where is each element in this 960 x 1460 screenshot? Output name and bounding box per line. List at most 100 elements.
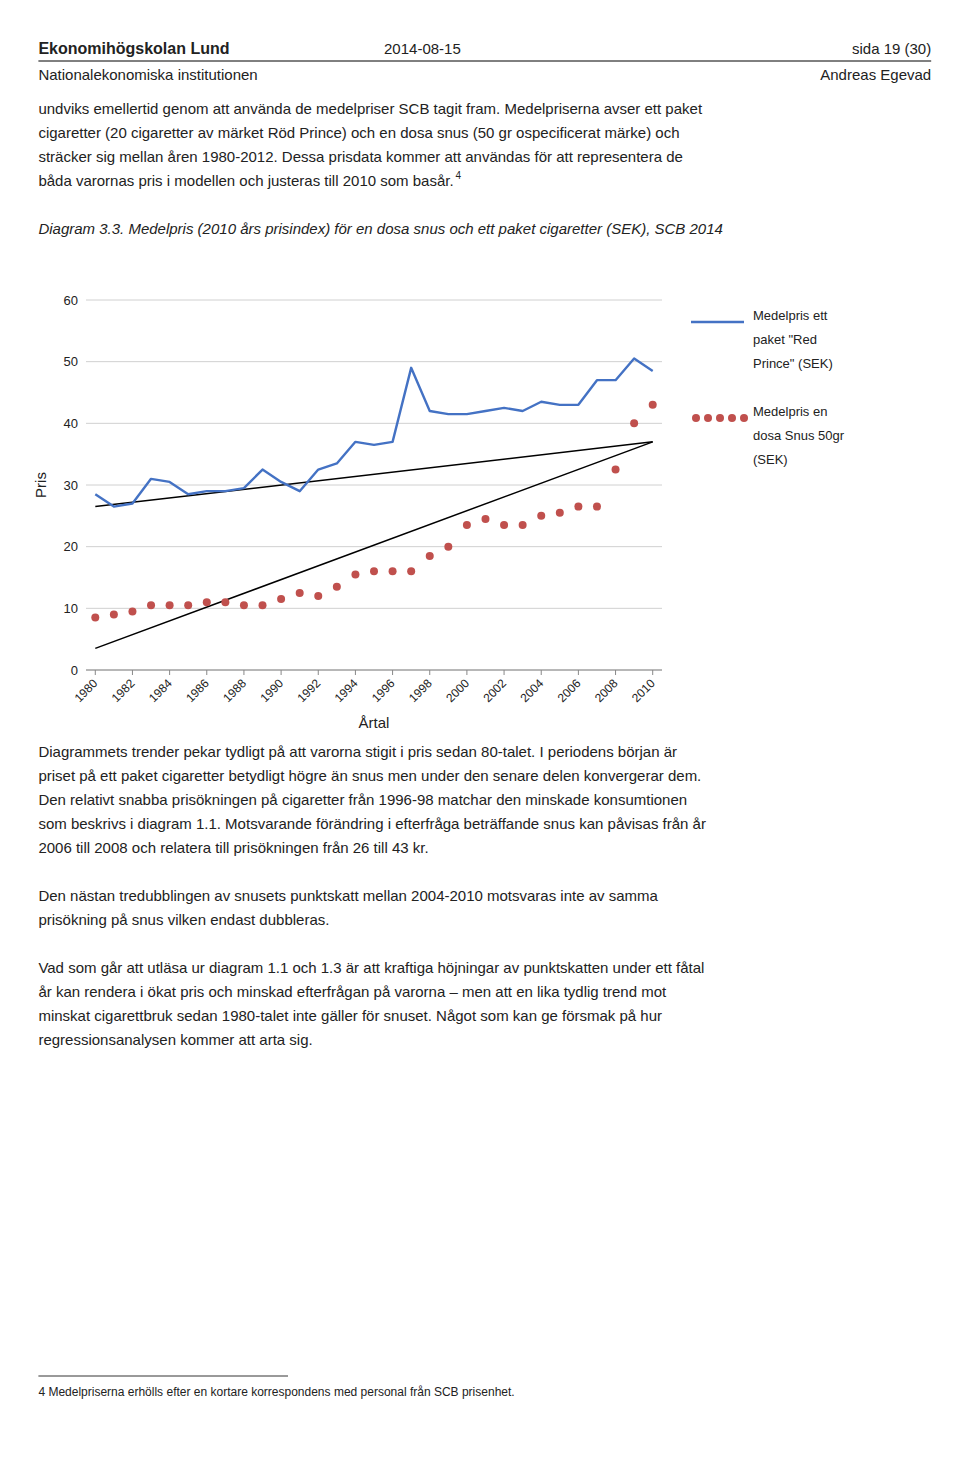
x-tick-label: 2004 (518, 676, 547, 705)
header-left: Ekonomihögskolan Lund (38, 40, 229, 57)
series-point (314, 592, 322, 600)
legend-label: Medelpris ettpaket "RedPrince" (SEK) (753, 308, 833, 371)
y-tick-label: 30 (64, 478, 78, 493)
legend-swatch (740, 414, 748, 422)
x-axis-line (86, 670, 662, 671)
trend-line (95, 442, 652, 649)
x-tick (281, 670, 282, 675)
footnote-rule (38, 1376, 288, 1377)
series-point (612, 466, 620, 474)
x-tick-label: 1994 (332, 676, 361, 705)
body-text: priset på ett paket cigaretter betydligt… (38, 767, 701, 784)
series-point (389, 567, 397, 575)
x-tick (169, 670, 170, 675)
legend-label-line: dosa Snus 50gr (753, 428, 845, 443)
series-point (593, 503, 601, 511)
body-text: regressionsanalysen kommer att arta sig. (38, 1031, 312, 1048)
x-tick-label: 1990 (257, 676, 286, 705)
page: Ekonomihögskolan Lund 2014-08-15 sida 19 (… (0, 0, 960, 1460)
series-point (259, 601, 267, 609)
header-rule (38, 61, 931, 62)
x-tick-label: 1988 (220, 676, 249, 705)
series-point (556, 509, 564, 517)
series-point (147, 601, 155, 609)
footnote-reference: 4 (456, 170, 462, 181)
legend-swatch (728, 414, 736, 422)
series-point (277, 595, 285, 603)
series-point (407, 567, 415, 575)
x-tick (541, 670, 542, 675)
series-point (203, 598, 211, 606)
x-tick (392, 670, 393, 675)
y-tick-label: 40 (64, 416, 78, 431)
x-tick-label: 1980 (72, 676, 101, 705)
legend: Medelpris ettpaket "RedPrince" (SEK)Mede… (691, 308, 845, 467)
x-tick (652, 670, 653, 675)
y-tick-label: 0 (71, 663, 78, 678)
x-tick-label: 1984 (146, 676, 175, 705)
x-tick-label: 1992 (295, 676, 324, 705)
x-tick (615, 670, 616, 675)
y-tick-label: 50 (64, 354, 78, 369)
x-tick-label: 2008 (592, 676, 621, 705)
series-line (95, 359, 652, 507)
grid-line (86, 670, 662, 671)
chart-title: Diagram 3.3. Medelpris (2010 års prisind… (38, 220, 723, 237)
legend-swatch (692, 414, 700, 422)
series-point (221, 598, 229, 606)
legend-label: Medelpris endosa Snus 50gr(SEK) (753, 404, 845, 467)
x-tick (429, 670, 430, 675)
subheader-left: Nationalekonomiska institutionen (38, 66, 257, 83)
body-text: båda varornas pris i modellen och juster… (38, 172, 453, 189)
x-tick (355, 670, 356, 675)
body-text: sträcker sig mellan åren 1980-2012. Dess… (38, 148, 683, 165)
grid (86, 300, 662, 670)
body-text: Vad som går att utläsa ur diagram 1.1 oc… (38, 959, 704, 976)
legend-swatch (691, 321, 744, 324)
body-text: Den relativt snabba prisökningen på ciga… (38, 791, 687, 808)
series-point (574, 503, 582, 511)
series-point (444, 543, 452, 551)
body-text: undviks emellertid genom att använda de … (38, 100, 702, 117)
x-tick-label: 1986 (183, 676, 212, 705)
y-tick-label: 20 (64, 539, 78, 554)
x-tick (466, 670, 467, 675)
grid-line (86, 300, 662, 301)
legend-label-line: paket "Red (753, 332, 817, 347)
header-center: 2014-08-15 (384, 40, 461, 57)
series-point (463, 521, 471, 529)
series-point (110, 611, 118, 619)
body-text: år kan rendera i ökat pris och minskad e… (38, 983, 667, 1000)
x-tick-label: 2006 (555, 676, 584, 705)
x-tick (95, 670, 96, 675)
legend-label-line: Medelpris ett (753, 308, 828, 323)
x-tick-label: 2002 (480, 676, 509, 705)
legend-swatch (716, 414, 724, 422)
body-text: Diagrammets trender pekar tydligt på att… (38, 743, 677, 760)
grid-line (86, 423, 662, 424)
x-tick-label: 1982 (109, 676, 138, 705)
series-point (91, 614, 99, 622)
series-point (184, 601, 192, 609)
body-text: cigaretter (20 cigaretter av märket Röd … (38, 124, 679, 141)
body-text: 2006 till 2008 och relatera till prisökn… (38, 839, 428, 856)
y-axis-label: Pris (32, 472, 49, 498)
body-text: minskat cigarettbruk sedan 1980-talet in… (38, 1007, 662, 1024)
series-point (351, 570, 359, 578)
series-point (649, 401, 657, 409)
body-text: som beskrivs i diagram 1.1. Motsvarande … (38, 815, 706, 832)
header-right: sida 19 (30) (852, 40, 931, 57)
series-point (128, 607, 136, 615)
body-text: prisökning på snus vilken endast dubbler… (38, 911, 329, 928)
series-point (481, 515, 489, 523)
x-axis-label: Årtal (359, 714, 390, 731)
series-point (426, 552, 434, 560)
series-point (500, 521, 508, 529)
x-tick (578, 670, 579, 675)
grid-line (86, 361, 662, 362)
series-point (296, 589, 304, 597)
y-tick-label: 60 (64, 293, 78, 308)
footnote: 4 Medelpriserna erhölls efter en kortare… (38, 1385, 514, 1399)
series-point (537, 512, 545, 520)
x-tick (318, 670, 319, 675)
